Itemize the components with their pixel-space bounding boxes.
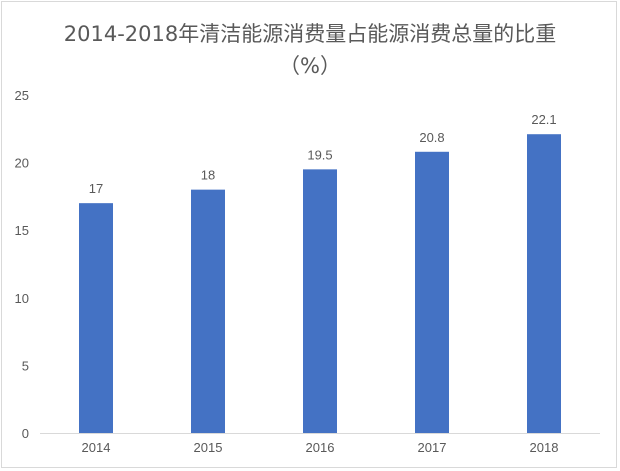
bar-2015 bbox=[191, 189, 225, 433]
y-axis-ticks: 0 5 10 15 20 25 bbox=[15, 88, 29, 441]
data-label-2014: 17 bbox=[89, 181, 103, 196]
y-tick-label: 5 bbox=[22, 358, 29, 373]
chart-title: 2014-2018年清洁能源消费量占能源消费总量的比重（%） bbox=[63, 22, 557, 78]
bar-2017 bbox=[415, 151, 449, 433]
y-tick-label: 20 bbox=[15, 156, 29, 171]
bar-2018 bbox=[527, 134, 561, 433]
data-label-2015: 18 bbox=[201, 168, 215, 183]
x-tick-label-2016: 2016 bbox=[306, 440, 335, 455]
data-label-2018: 22.1 bbox=[531, 112, 556, 127]
x-tick-label-2015: 2015 bbox=[194, 440, 223, 455]
bar-2016 bbox=[303, 169, 337, 434]
bar-2014 bbox=[79, 203, 113, 433]
bars bbox=[79, 134, 561, 434]
x-tick-label-2014: 2014 bbox=[82, 440, 111, 455]
y-tick-label: 10 bbox=[15, 291, 29, 306]
y-tick-label: 25 bbox=[15, 88, 29, 103]
data-label-2017: 20.8 bbox=[419, 130, 444, 145]
y-tick-label: 0 bbox=[22, 426, 29, 441]
x-tick-label-2018: 2018 bbox=[530, 440, 559, 455]
x-axis-ticks: 2014 2015 2016 2017 2018 bbox=[82, 440, 559, 455]
data-label-2016: 19.5 bbox=[307, 147, 332, 162]
data-labels: 17 18 19.5 20.8 22.1 bbox=[89, 112, 557, 196]
y-tick-label: 15 bbox=[15, 223, 29, 238]
x-tick-label-2017: 2017 bbox=[418, 440, 447, 455]
